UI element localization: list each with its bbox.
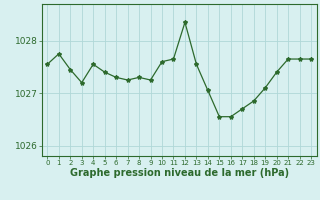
X-axis label: Graphe pression niveau de la mer (hPa): Graphe pression niveau de la mer (hPa) (70, 168, 289, 178)
